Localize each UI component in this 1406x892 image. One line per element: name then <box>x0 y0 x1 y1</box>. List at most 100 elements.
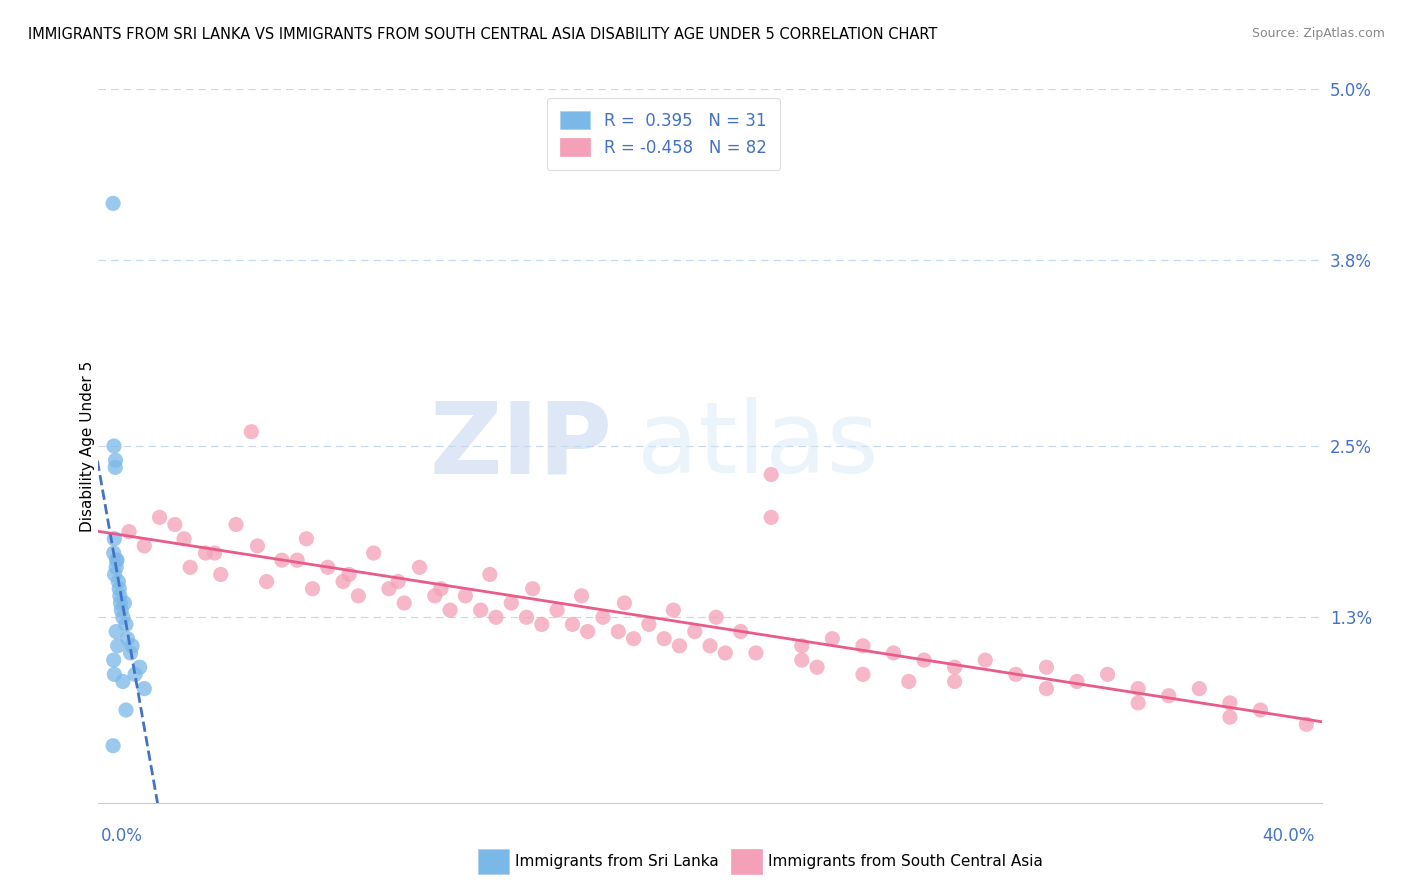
Point <box>1128 681 1150 696</box>
Text: Source: ZipAtlas.com: Source: ZipAtlas.com <box>1251 27 1385 40</box>
Point <box>118 524 141 539</box>
Point <box>108 582 131 596</box>
Point <box>149 510 172 524</box>
Point <box>561 617 583 632</box>
Text: 0.0%: 0.0% <box>101 827 143 845</box>
Point <box>104 460 127 475</box>
Point <box>225 517 247 532</box>
Point <box>761 467 783 482</box>
Point <box>105 560 128 574</box>
Point <box>454 589 477 603</box>
Point <box>790 639 813 653</box>
Point <box>107 639 129 653</box>
Point <box>105 553 128 567</box>
Point <box>1097 667 1119 681</box>
Point <box>1219 710 1241 724</box>
Point <box>301 582 323 596</box>
Point <box>1128 696 1150 710</box>
Point <box>408 560 430 574</box>
Point <box>478 567 501 582</box>
Point <box>470 603 492 617</box>
Point <box>439 603 461 617</box>
Point <box>613 596 636 610</box>
Point <box>256 574 278 589</box>
Point <box>173 532 195 546</box>
Point <box>883 646 905 660</box>
Point <box>240 425 263 439</box>
Point <box>1188 681 1211 696</box>
Point <box>204 546 226 560</box>
Point <box>107 574 129 589</box>
Point <box>111 674 134 689</box>
Point <box>897 674 920 689</box>
Point <box>270 553 294 567</box>
Point <box>662 603 685 617</box>
Point <box>943 674 966 689</box>
Point <box>821 632 844 646</box>
Point <box>745 646 768 660</box>
Point <box>1004 667 1026 681</box>
Point <box>852 639 875 653</box>
Point <box>1295 717 1317 731</box>
Point <box>110 603 132 617</box>
Point <box>852 667 875 681</box>
Point <box>103 546 125 560</box>
Text: atlas: atlas <box>637 398 879 494</box>
Point <box>485 610 508 624</box>
Point <box>103 653 125 667</box>
Point <box>668 639 690 653</box>
Point <box>683 624 706 639</box>
Point <box>423 589 446 603</box>
Point <box>120 646 142 660</box>
Point <box>699 639 721 653</box>
Point <box>1035 660 1057 674</box>
Point <box>607 624 630 639</box>
Point <box>704 610 727 624</box>
Point <box>761 510 783 524</box>
Point <box>1035 681 1057 696</box>
Text: ZIP: ZIP <box>429 398 612 494</box>
Point <box>530 617 553 632</box>
Point <box>392 596 416 610</box>
Point <box>103 439 125 453</box>
Point <box>1219 696 1241 710</box>
Text: IMMIGRANTS FROM SRI LANKA VS IMMIGRANTS FROM SOUTH CENTRAL ASIA DISABILITY AGE U: IMMIGRANTS FROM SRI LANKA VS IMMIGRANTS … <box>28 27 938 42</box>
Text: 40.0%: 40.0% <box>1263 827 1315 845</box>
Point <box>571 589 593 603</box>
Point <box>592 610 614 624</box>
Point <box>108 589 131 603</box>
Point <box>546 603 568 617</box>
Point <box>163 517 186 532</box>
Point <box>295 532 318 546</box>
Point <box>1157 689 1180 703</box>
Point <box>194 546 217 560</box>
Y-axis label: Disability Age Under 5: Disability Age Under 5 <box>80 360 94 532</box>
Point <box>285 553 308 567</box>
Point <box>714 646 737 660</box>
Point <box>104 567 127 582</box>
Point <box>103 532 125 546</box>
Point <box>110 596 132 610</box>
Point <box>387 574 409 589</box>
Text: Immigrants from South Central Asia: Immigrants from South Central Asia <box>768 855 1043 869</box>
Point <box>974 653 997 667</box>
Point <box>522 582 544 596</box>
Point <box>134 681 156 696</box>
Point <box>912 653 935 667</box>
Legend: R =  0.395   N = 31, R = -0.458   N = 82: R = 0.395 N = 31, R = -0.458 N = 82 <box>547 97 780 169</box>
Point <box>652 632 675 646</box>
Point <box>378 582 401 596</box>
Point <box>128 660 150 674</box>
Point <box>637 617 661 632</box>
Point <box>337 567 360 582</box>
Point <box>111 610 134 624</box>
Point <box>347 589 370 603</box>
Point <box>115 703 138 717</box>
Point <box>623 632 645 646</box>
Point <box>101 196 124 211</box>
Point <box>104 453 127 467</box>
Point <box>430 582 453 596</box>
Point <box>105 624 128 639</box>
Point <box>806 660 828 674</box>
Point <box>516 610 538 624</box>
